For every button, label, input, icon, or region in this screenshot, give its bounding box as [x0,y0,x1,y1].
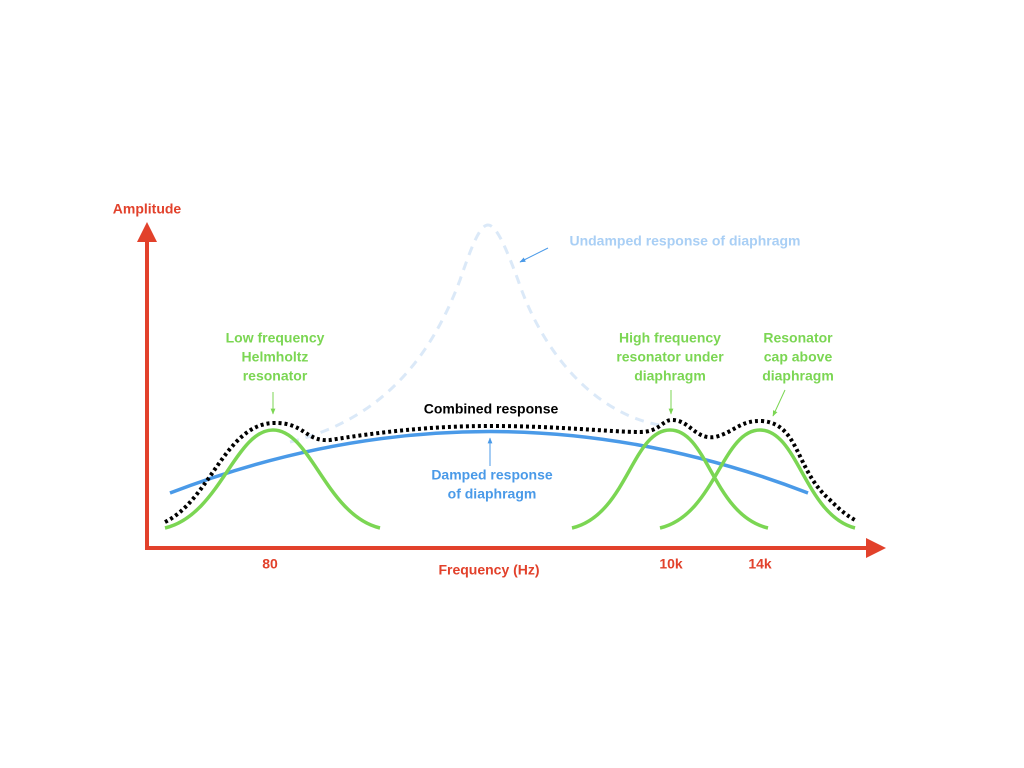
high-resonator-curve [571,428,769,530]
cap-resonator-label: diaphragm [762,368,834,384]
y-arrow [137,222,157,242]
x-axis-label: Frequency (Hz) [438,562,539,578]
low-resonator-curve [164,428,381,530]
cap-resonator-label: cap above [764,349,833,365]
y-axis-label: Amplitude [113,201,182,217]
damped-label: Damped response [431,467,553,483]
high-resonator-label: High frequency [619,330,721,346]
high-resonator-label: resonator under [616,349,724,365]
x-tick-label: 80 [262,556,278,572]
cap-resonator-label: Resonator [763,330,833,346]
undamped-pointer [519,247,549,263]
low-resonator-label: Low frequency [226,330,325,346]
x-arrow [866,538,886,558]
cap-pointer [772,389,786,417]
combined-curve [164,417,856,524]
low-resonator-label: resonator [243,368,308,384]
damped-label: of diaphragm [448,486,537,502]
undamped-label: Undamped response of diaphragm [569,233,800,249]
damped-curve [169,429,809,495]
x-tick-label: 10k [659,556,683,572]
high-resonator-label: diaphragm [634,368,706,384]
cap-resonator-curve [659,428,856,530]
combined-label: Combined response [424,401,559,417]
undamped-curve [289,223,661,444]
low-resonator-label: Helmholtz [242,349,309,365]
x-tick-label: 14k [748,556,772,572]
